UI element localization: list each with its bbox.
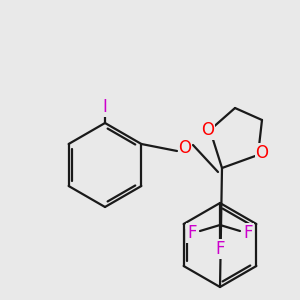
Text: F: F	[215, 240, 225, 258]
Text: F: F	[187, 224, 197, 242]
Text: F: F	[243, 224, 253, 242]
Text: O: O	[202, 121, 214, 139]
Text: O: O	[256, 144, 268, 162]
Text: I: I	[103, 98, 107, 116]
Text: O: O	[178, 139, 191, 157]
